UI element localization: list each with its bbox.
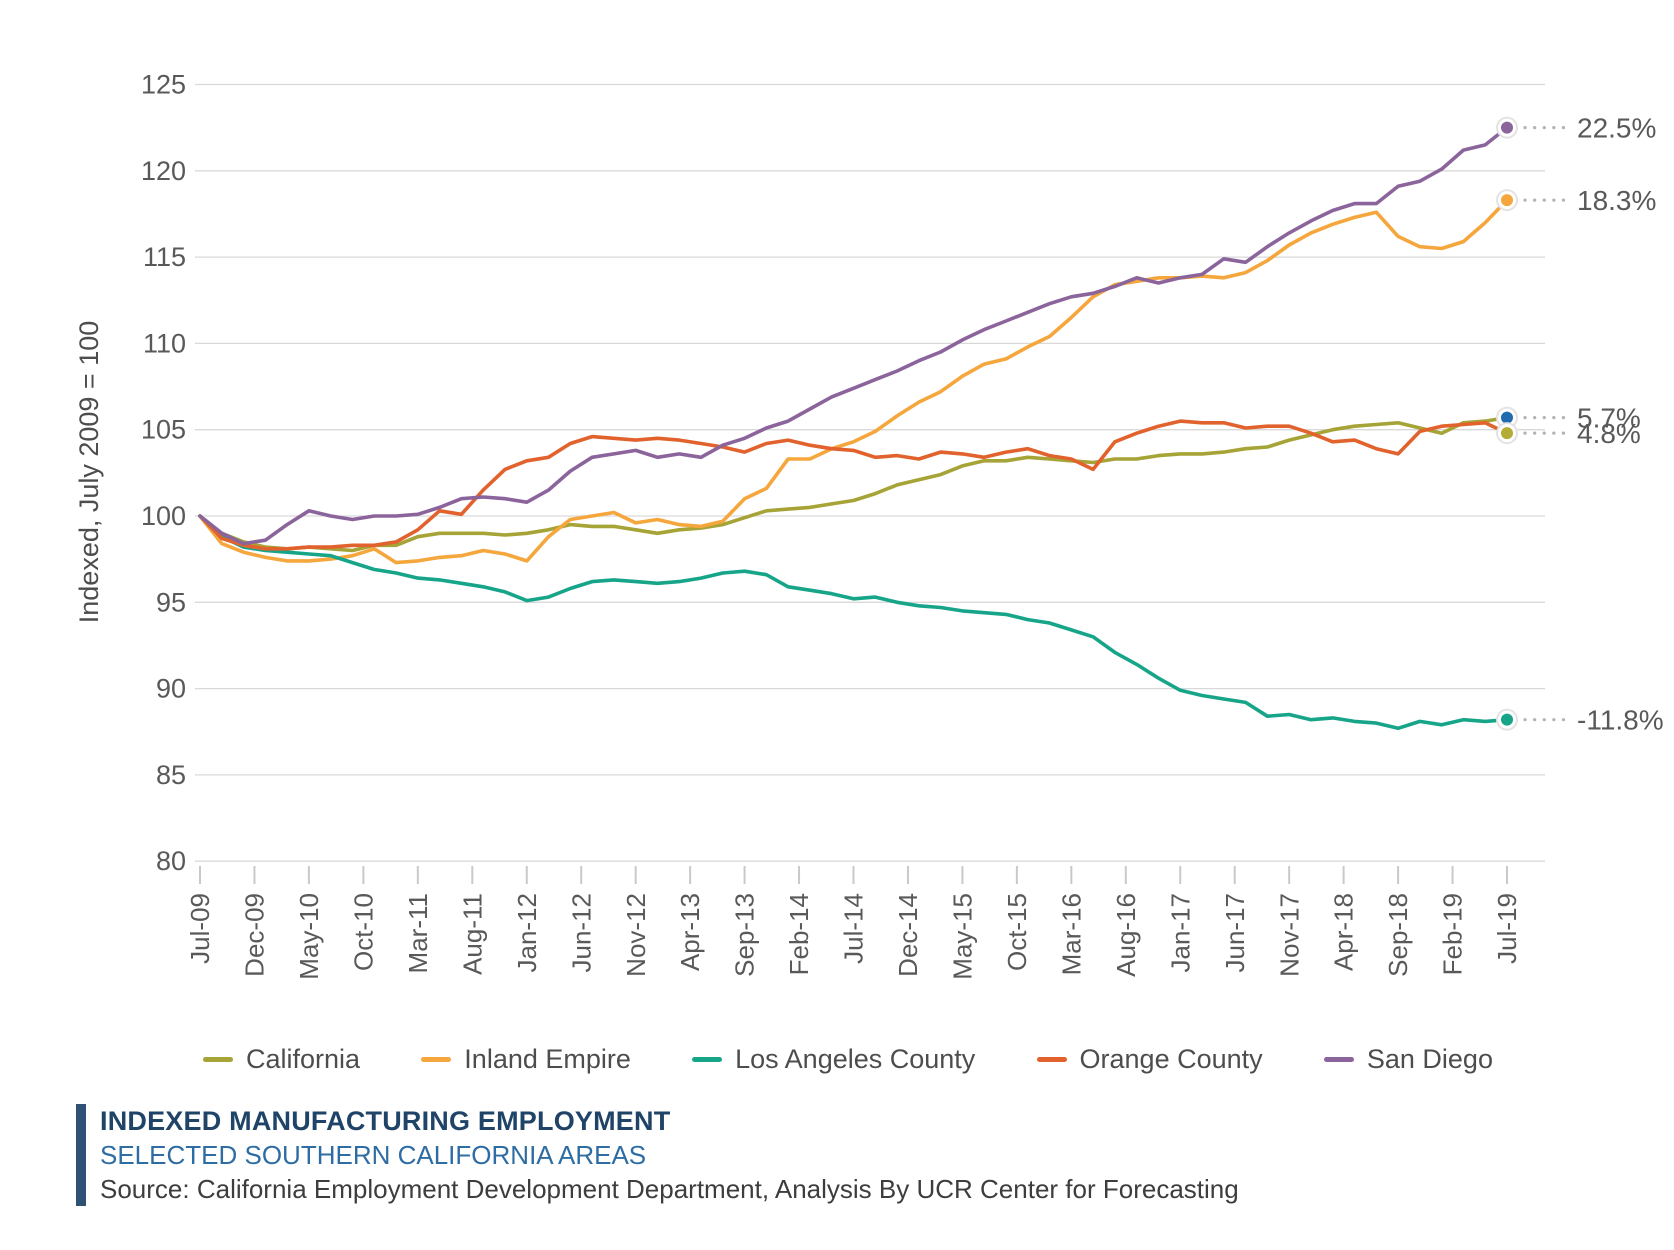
- legend-label-orange-county: Orange County: [1079, 1044, 1263, 1074]
- x-tick-label-aug-16: Aug-16: [1111, 893, 1141, 977]
- end-label-los-angeles-county: -11.8%: [1577, 705, 1664, 736]
- end-label-california: 5.7%: [1577, 403, 1641, 434]
- x-tick-label-jun-17: Jun-17: [1220, 893, 1250, 973]
- legend-swatch-san-diego: [1323, 1057, 1354, 1062]
- x-tick-label-aug-11: Aug-11: [457, 893, 487, 975]
- x-tick-label-oct-15: Oct-15: [1002, 893, 1032, 971]
- x-tick-label-jul-14: Jul-14: [839, 893, 869, 964]
- legend-swatch-orange-county: [1036, 1057, 1067, 1062]
- x-tick-label-mar-11: Mar-11: [403, 893, 433, 973]
- employment-line-chart: 125 120 115 110 105 100 95 90 85 80 Indexed, July …: [74, 70, 1664, 980]
- x-tick-label-feb-19: Feb-19: [1438, 893, 1468, 975]
- end-marker-los-angeles-county: [1498, 710, 1516, 729]
- line-los-angeles-county: [198, 514, 1509, 731]
- y-tick-label-105: 105: [141, 415, 186, 445]
- y-tick-label-125: 125: [141, 70, 186, 100]
- x-tick-label-nov-12: Nov-12: [621, 893, 651, 977]
- chart-legend: California Inland Empire Los Angeles Count…: [203, 1044, 1493, 1075]
- y-tick-label-95: 95: [156, 587, 186, 617]
- legend-item-san-diego: San Diego: [1323, 1044, 1493, 1075]
- x-tick-label-oct-10: Oct-10: [348, 893, 378, 971]
- x-tick-label-dec-09: Dec-09: [240, 893, 270, 977]
- end-marker-orange-county: [1498, 424, 1516, 443]
- legend-swatch-inland-empire: [421, 1057, 452, 1062]
- legend-item-inland-empire: Inland Empire: [421, 1044, 631, 1075]
- legend-item-california: California: [203, 1044, 360, 1075]
- y-tick-label-80: 80: [156, 846, 186, 876]
- legend-item-orange-county: Orange County: [1036, 1044, 1263, 1075]
- x-tick-label-jun-12: Jun-12: [566, 893, 596, 973]
- x-tick-label-nov-17: Nov-17: [1274, 893, 1304, 977]
- legend-item-los-angeles-county: Los Angeles County: [692, 1044, 975, 1075]
- x-tick-label-sep-18: Sep-18: [1383, 893, 1413, 977]
- x-tick-label-feb-14: Feb-14: [784, 893, 814, 975]
- end-marker-inland-empire: [1498, 191, 1516, 210]
- x-tick-label-may-15: May-15: [948, 893, 978, 980]
- legend-label-inland-empire: Inland Empire: [464, 1044, 631, 1074]
- chart-subtitle: SELECTED SOUTHERN CALIFORNIA AREAS: [100, 1140, 647, 1170]
- legend-swatch-california: [203, 1057, 233, 1062]
- x-tick-label-apr-18: Apr-18: [1329, 893, 1359, 971]
- line-inland-empire: [198, 198, 1509, 565]
- end-label-inland-empire: 18.3%: [1577, 185, 1656, 216]
- x-tick-label-jul-09: Jul-09: [185, 893, 215, 964]
- legend-label-los-angeles-county: Los Angeles County: [735, 1044, 976, 1074]
- line-orange-county: [198, 419, 1509, 551]
- footer-block: INDEXED MANUFACTURING EMPLOYMENT SELECTE…: [76, 1104, 1239, 1206]
- y-tick-label-100: 100: [141, 501, 186, 531]
- x-tick-label-mar-16: Mar-16: [1056, 893, 1086, 975]
- x-tick-label-jan-12: Jan-12: [512, 893, 542, 973]
- line-san-diego: [198, 125, 1509, 546]
- chart-title: INDEXED MANUFACTURING EMPLOYMENT: [100, 1106, 671, 1136]
- x-tick-label-may-10: May-10: [294, 893, 324, 980]
- y-axis-title: Indexed, July 2009 = 100: [74, 321, 104, 623]
- y-tick-label-90: 90: [156, 674, 186, 704]
- end-label-orange-county: 4.8%: [1577, 418, 1641, 449]
- line-california: [198, 415, 1509, 553]
- x-tick-label-jan-17: Jan-17: [1165, 893, 1195, 973]
- x-tick-label-dec-14: Dec-14: [893, 893, 923, 977]
- y-tick-label-120: 120: [141, 156, 186, 186]
- y-tick-label-85: 85: [156, 760, 186, 790]
- legend-label-california: California: [246, 1044, 361, 1074]
- legend-swatch-los-angeles-county: [692, 1057, 723, 1062]
- legend-label-san-diego: San Diego: [1366, 1044, 1493, 1074]
- end-marker-san-diego: [1498, 118, 1516, 137]
- x-tick-label-jul-19: Jul-19: [1492, 893, 1522, 964]
- x-tick-label-apr-13: Apr-13: [675, 893, 705, 971]
- x-tick-label-sep-13: Sep-13: [730, 893, 760, 977]
- end-label-san-diego: 22.5%: [1577, 113, 1656, 144]
- y-tick-label-110: 110: [143, 328, 186, 358]
- y-tick-label-115: 115: [143, 242, 186, 272]
- source-note: Source: California Employment Developmen…: [100, 1174, 1239, 1204]
